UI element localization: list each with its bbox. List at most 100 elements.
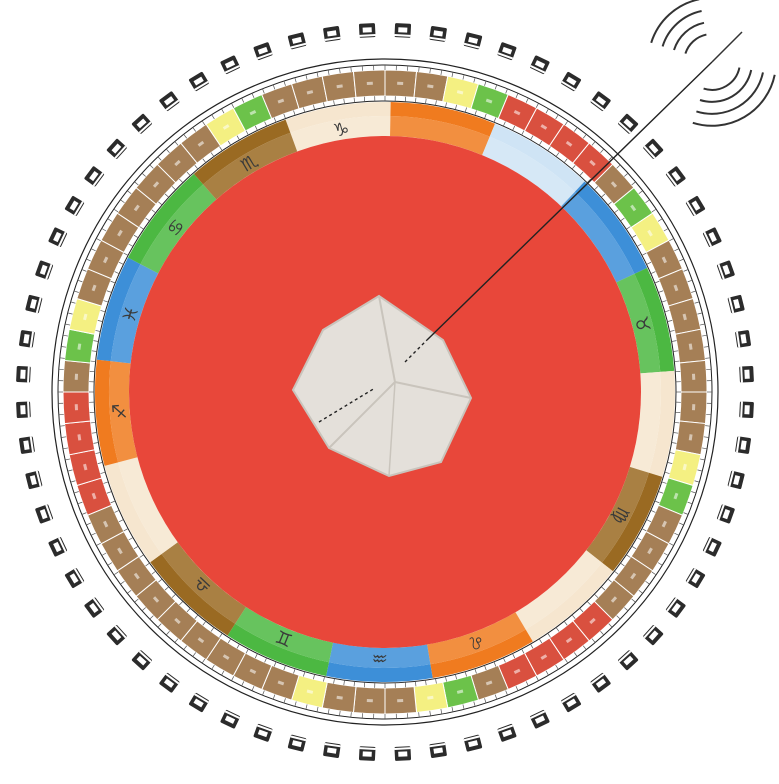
tick-mark (694, 480, 700, 483)
degree-cell-mark (456, 90, 464, 95)
tick-mark (705, 425, 711, 427)
tick-mark (702, 447, 708, 450)
tick-mark (183, 645, 188, 650)
zodiac-segment-inner (290, 116, 391, 152)
tick-mark (90, 360, 96, 362)
outer-glyph (131, 113, 152, 134)
tick-mark (703, 346, 709, 348)
outer-glyph (35, 504, 54, 524)
tick-mark (586, 178, 591, 183)
tick-mark (687, 279, 693, 283)
tick-mark (157, 156, 162, 161)
outer-glyph (561, 71, 582, 92)
tick-mark (97, 320, 103, 322)
tick-mark (316, 706, 319, 712)
outer-glyph (702, 227, 722, 248)
degree-cell-mark (174, 159, 181, 167)
tick-mark (141, 607, 146, 612)
tick-mark (113, 208, 119, 213)
tick-mark (484, 665, 487, 671)
tick-mark (273, 661, 277, 667)
degree-cell-mark (336, 84, 343, 89)
tick-mark (327, 709, 330, 715)
degree-cell-mark (91, 492, 97, 500)
degree-cell-mark (133, 572, 140, 580)
pointer-line (318, 61, 713, 423)
degree-cell-mark (74, 373, 79, 380)
tick-mark (624, 172, 629, 177)
tick-mark (118, 519, 124, 523)
tick-mark (582, 134, 587, 139)
tick-mark (183, 134, 188, 139)
tick-mark (582, 645, 587, 650)
degree-cell-mark (77, 434, 82, 441)
outer-glyph (643, 138, 664, 159)
zodiac-symbol: ♉ (630, 314, 654, 335)
tick-mark (227, 140, 232, 146)
outer-glyph (739, 365, 754, 383)
tick-mark (283, 80, 286, 86)
zodiac-symbol: ♑ (332, 118, 351, 141)
tick-mark (664, 471, 670, 474)
tick-mark (607, 578, 612, 583)
degree-cell-mark (427, 695, 434, 700)
tick-mark (646, 519, 652, 523)
tick-mark (141, 172, 146, 177)
antenna-arc (703, 67, 741, 91)
outer-glyph (64, 568, 85, 589)
zodiac-segment (127, 173, 204, 265)
tick-mark (674, 248, 680, 252)
outer-glyph (106, 138, 127, 159)
outer-glyph-ring (16, 23, 754, 761)
tick-mark (608, 623, 613, 628)
outer-glyph (429, 26, 447, 42)
zodiac-segment-inner (161, 542, 246, 624)
outer-glyph (590, 91, 611, 112)
zodiac-segment-inner (140, 184, 217, 274)
outer-glyph (287, 734, 307, 752)
tick-mark (673, 432, 679, 434)
zodiac-segment-inner (110, 264, 159, 364)
tick-mark (631, 181, 636, 186)
tick-mark (313, 104, 315, 110)
tick-mark (579, 608, 584, 613)
tick-mark (440, 709, 443, 715)
outer-glyph (64, 195, 85, 216)
zodiac-segment-inner (427, 612, 526, 665)
outer-glyph (25, 294, 43, 314)
tick-mark (262, 88, 265, 94)
tick-mark (158, 201, 163, 206)
tick-mark (101, 552, 107, 556)
tick-mark (571, 614, 576, 619)
tick-mark (313, 674, 315, 680)
tick-mark (67, 469, 73, 472)
antenna-arc (673, 21, 705, 51)
tick-mark (607, 201, 612, 206)
tick-mark (515, 93, 519, 98)
outer-glyph (358, 746, 376, 761)
tick-mark (650, 271, 656, 274)
tick-mark (171, 186, 176, 191)
tick-mark (503, 121, 506, 127)
zodiac-segment-inner (616, 273, 661, 374)
tick-mark (245, 648, 249, 654)
tick-mark (429, 710, 431, 716)
outer-glyph (735, 436, 751, 454)
tick-mark (339, 68, 341, 74)
zodiac-segment-inner (235, 606, 334, 663)
tick-mark (294, 77, 297, 83)
tick-mark (211, 664, 215, 670)
tick-mark (631, 545, 637, 550)
zodiac-segment (326, 662, 433, 682)
tick-mark (683, 269, 689, 272)
tick-mark (620, 562, 625, 567)
crystal-facet-edge (388, 381, 396, 477)
zodiac-segment-inner (203, 132, 298, 200)
tick-mark (484, 113, 487, 119)
outer-glyph (665, 597, 686, 618)
tick-mark (305, 74, 308, 80)
degree-cell-mark (117, 229, 123, 237)
tick-mark (65, 458, 71, 461)
tick-mark (669, 330, 675, 332)
degree-cell-mark (83, 313, 88, 321)
